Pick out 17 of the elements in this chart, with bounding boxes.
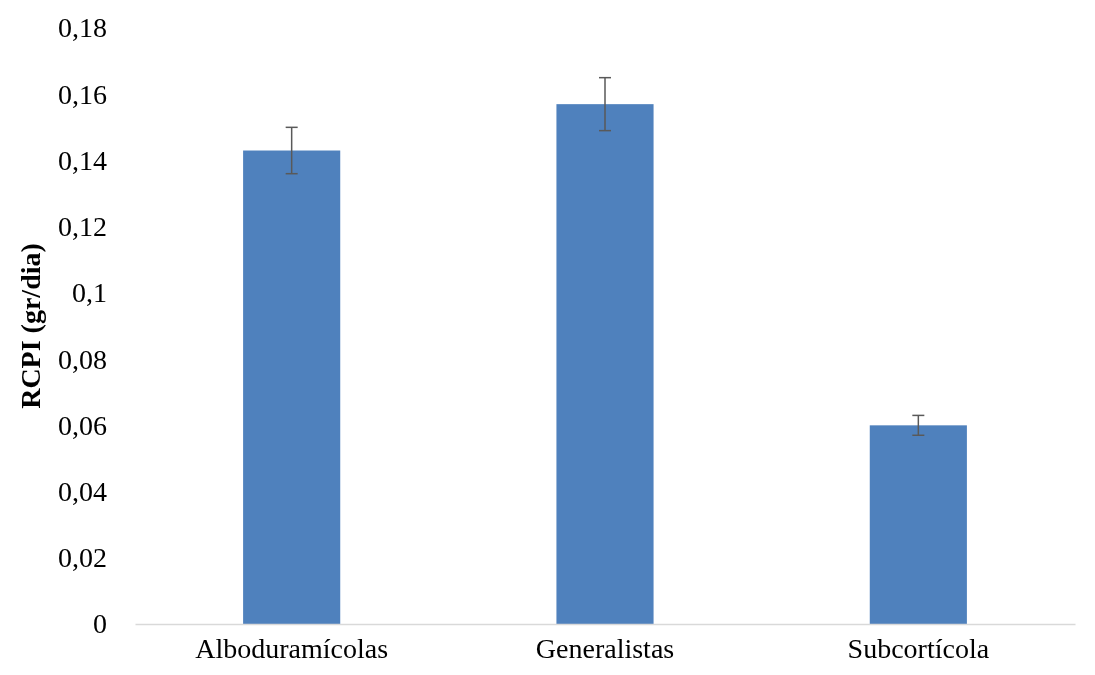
y-tick-label: 0,06 (58, 409, 107, 441)
y-tick-label: 0,04 (58, 476, 107, 508)
bar (869, 425, 967, 624)
x-tick-label: Generalistas (535, 632, 675, 664)
y-tick-label: 0 (93, 608, 107, 640)
y-tick-label: 0,14 (58, 144, 107, 176)
y-tick-label: 0,08 (58, 343, 107, 375)
y-tick-label: 0,18 (58, 12, 107, 44)
y-axis-title: RCPI (gr/dia) (15, 243, 46, 409)
y-tick-label: 0,1 (72, 277, 107, 309)
bar (243, 150, 341, 624)
x-tick-label: Subcortícola (847, 632, 990, 664)
y-tick-label: 0,02 (58, 542, 107, 574)
bar (556, 104, 654, 624)
y-tick-label: 0,16 (58, 78, 107, 110)
y-tick-label: 0,12 (58, 211, 107, 243)
x-tick-label: Alboduramícolas (195, 632, 389, 664)
